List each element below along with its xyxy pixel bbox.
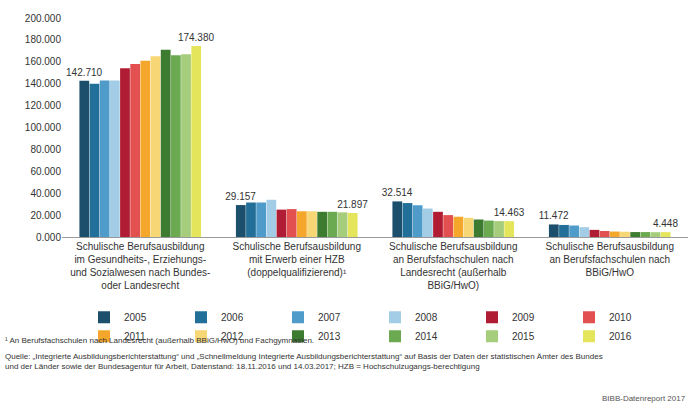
- svg-text:2015: 2015: [512, 331, 535, 342]
- svg-text:2009: 2009: [512, 312, 535, 323]
- svg-text:BIBB-Datenreport 2017: BIBB-Datenreport 2017: [602, 394, 686, 403]
- svg-text:2014: 2014: [415, 331, 438, 342]
- svg-text:160.000: 160.000: [25, 56, 62, 67]
- svg-text:142.710: 142.710: [66, 67, 103, 78]
- svg-text:60.000: 60.000: [30, 166, 61, 177]
- svg-text:2007: 2007: [318, 312, 341, 323]
- svg-text:120.000: 120.000: [25, 100, 62, 111]
- svg-text:0.000: 0.000: [36, 232, 61, 243]
- svg-text:11.472: 11.472: [539, 210, 569, 221]
- svg-text:174.380: 174.380: [178, 32, 215, 43]
- svg-text:2011: 2011: [124, 331, 146, 342]
- svg-text:Quelle: „Integrierte Ausbildun: Quelle: „Integrierte Ausbildungsberichte…: [5, 352, 603, 371]
- svg-text:Schulische Berufsausbildungim: Schulische Berufsausbildungim Gesundheit…: [70, 241, 210, 291]
- svg-text:32.514: 32.514: [382, 187, 413, 198]
- svg-text:Schulische Berufsausbildungmit: Schulische Berufsausbildungmit Erwerb ei…: [233, 241, 361, 278]
- svg-text:Schulische Berufsausbildungan: Schulische Berufsausbildungan Berufsfach…: [389, 241, 517, 291]
- svg-text:40.000: 40.000: [30, 188, 61, 199]
- svg-text:14.463: 14.463: [494, 207, 525, 218]
- svg-text:140.000: 140.000: [25, 78, 62, 89]
- svg-text:29.157: 29.157: [225, 191, 256, 202]
- svg-text:20.000: 20.000: [30, 210, 61, 221]
- svg-text:2008: 2008: [415, 312, 438, 323]
- svg-text:2010: 2010: [609, 312, 632, 323]
- svg-text:100.000: 100.000: [25, 122, 62, 133]
- svg-text:¹ An Berufsfachschulen nach La: ¹ An Berufsfachschulen nach Landesrecht …: [5, 336, 314, 345]
- svg-text:2016: 2016: [609, 331, 632, 342]
- svg-text:2013: 2013: [318, 331, 341, 342]
- svg-text:180.000: 180.000: [25, 34, 62, 45]
- svg-text:4.448: 4.448: [653, 218, 678, 229]
- svg-text:Schulische Berufsausbildungan: Schulische Berufsausbildungan Berufsfach…: [546, 241, 674, 278]
- svg-text:21.897: 21.897: [337, 199, 368, 210]
- svg-text:200.000: 200.000: [25, 13, 62, 24]
- svg-text:80.000: 80.000: [30, 144, 61, 155]
- svg-text:2006: 2006: [221, 312, 244, 323]
- svg-text:2012: 2012: [221, 331, 244, 342]
- svg-text:2005: 2005: [124, 312, 147, 323]
